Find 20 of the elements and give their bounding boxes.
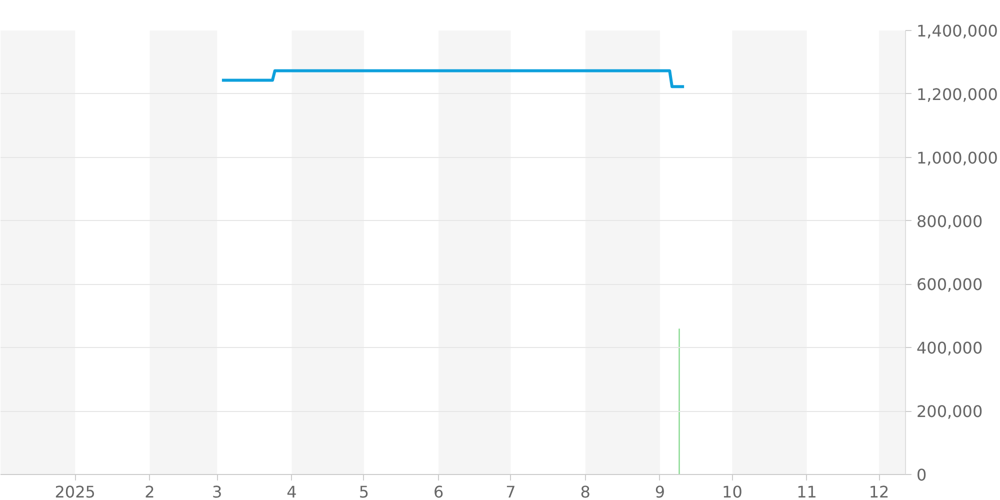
x-tick-label: 8 (580, 482, 590, 500)
y-tick-label: 0 (916, 466, 927, 484)
y-tick-label: 800,000 (916, 212, 983, 231)
x-tick-label: 2 (144, 482, 155, 500)
y-tick-label: 600,000 (916, 275, 983, 294)
y-tick-label: 400,000 (916, 338, 983, 358)
x-tick-label: 5 (358, 482, 370, 500)
y-tick-label: 1,000,000 (916, 148, 998, 168)
y-tick-label: 1,200,000 (916, 84, 998, 104)
x-tick-label: 12 (868, 482, 890, 500)
x-tick-label: 11 (796, 482, 817, 500)
y-tick-label: 200,000 (916, 402, 983, 422)
x-tick-label: 9 (654, 482, 666, 500)
x-tick-label: 4 (286, 482, 297, 500)
x-tick-label: 10 (722, 482, 742, 500)
y-tick-label: 1,400,000 (916, 22, 998, 40)
x-tick-label: 3 (212, 482, 222, 500)
x-tick-label: 7 (506, 482, 516, 500)
x-tick-label: 6 (433, 482, 444, 500)
x-tick-label: 2025 (54, 482, 96, 500)
